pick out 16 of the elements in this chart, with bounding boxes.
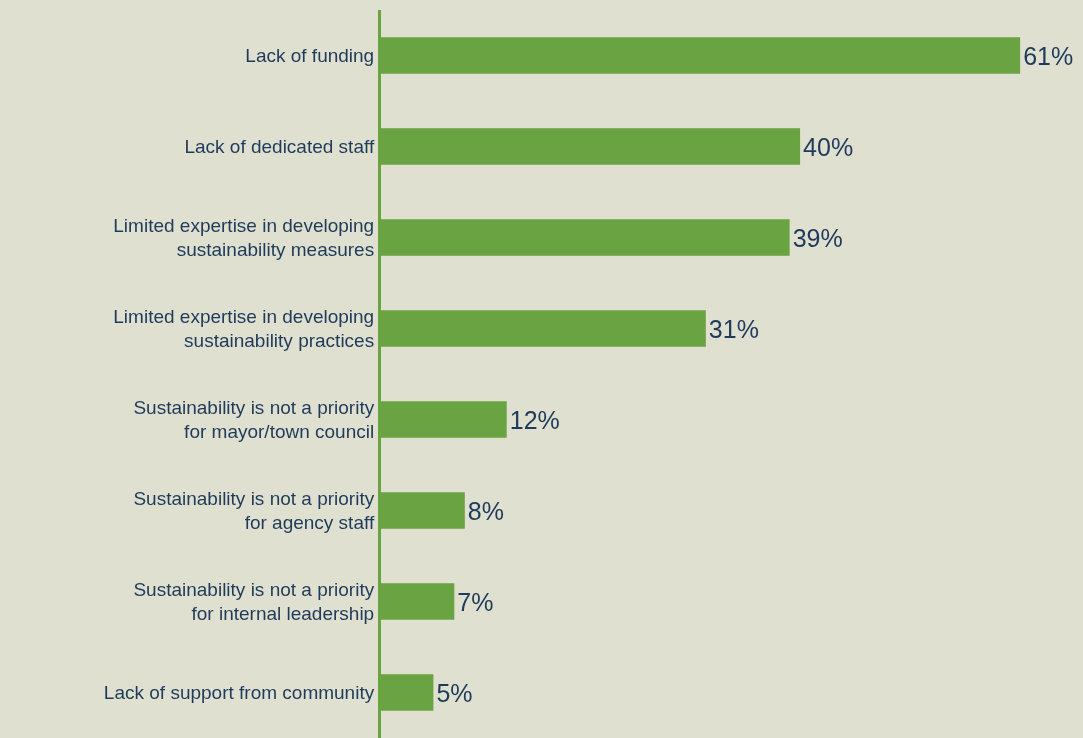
data-label: 7% [457, 587, 494, 616]
y-tick-label: Lack of dedicated staff [184, 136, 375, 158]
data-label: 39% [792, 223, 843, 252]
y-tick-label: Lack of funding [245, 45, 375, 67]
data-label: 12% [509, 405, 560, 434]
data-label: 8% [467, 496, 504, 525]
y-tick-label: Sustainability is not a priority for agency staff [133, 487, 375, 534]
y-tick-label: Sustainability is not a priority for mayor/town council [133, 396, 375, 443]
y-tick-label: Lack of support from community [103, 682, 375, 704]
data-label: 61% [1023, 41, 1074, 70]
data-label: 40% [803, 132, 854, 161]
y-tick-label: Sustainability is not a priority for internal leadership [133, 578, 375, 625]
data-label: 5% [436, 678, 473, 707]
y-tick-label: Limited expertise in developing sustainability practices [113, 305, 375, 352]
y-tick-label: Limited expertise in developing sustainability measures [113, 214, 375, 261]
data-label: 31% [708, 314, 759, 343]
